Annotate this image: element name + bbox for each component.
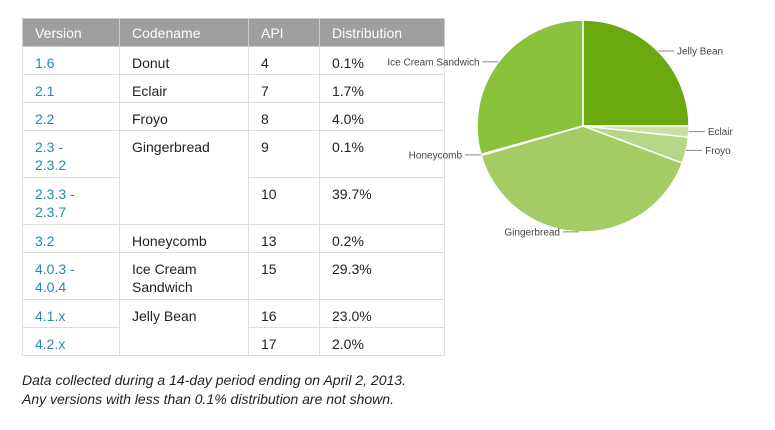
codename-cell: Eclair — [119, 74, 249, 103]
version-link[interactable]: 4.1.x — [35, 308, 66, 324]
distribution-table: Version Codename API Distribution 1.6 Do… — [22, 18, 445, 356]
version-cell[interactable]: 4.0.3 - 4.0.4 — [22, 252, 120, 300]
footnote: Data collected during a 14-day period en… — [22, 371, 406, 409]
codename-cell: Froyo — [119, 102, 249, 131]
table-row: 4.2.x 17 2.0% — [22, 327, 445, 356]
codename-cell: Donut — [119, 46, 249, 75]
table-row: 4.1.x Jelly Bean 16 23.0% — [22, 299, 445, 356]
distribution-cell: 0.2% — [319, 224, 445, 253]
version-cell[interactable]: 2.2 — [22, 102, 120, 131]
version-cell[interactable]: 1.6 — [22, 46, 120, 75]
codename-cell: Jelly Bean — [119, 299, 249, 356]
version-link[interactable]: 4.0.3 - 4.0.4 — [35, 261, 75, 295]
codename-cell: Gingerbread — [119, 130, 249, 225]
api-cell: 8 — [248, 102, 320, 131]
distribution-cell: 1.7% — [319, 74, 445, 103]
api-cell: 7 — [248, 74, 320, 103]
pie-label-ice-cream-sandwich: Ice Cream Sandwich — [387, 57, 479, 68]
api-cell: 4 — [248, 46, 320, 75]
pie-label-froyo: Froyo — [705, 146, 731, 157]
pie-label-eclair: Eclair — [708, 127, 734, 138]
distribution-pie-chart: Jelly Bean Eclair Froyo Gingerbread Honeycom… — [387, 19, 734, 238]
pie-slice-gingerbread — [480, 125, 684, 233]
version-link[interactable]: 3.2 — [35, 233, 55, 249]
header-codename: Codename — [119, 18, 249, 47]
header-version: Version — [22, 18, 120, 47]
table-row: 4.0.3 - 4.0.4 Ice Cream Sandwich 15 29.3… — [22, 252, 445, 300]
pie-label-honeycomb: Honeycomb — [409, 150, 463, 161]
pie-label-gingerbread: Gingerbread — [504, 227, 560, 238]
distribution-cell: 23.0% — [319, 299, 445, 328]
footnote-line-2: Any versions with less than 0.1% distrib… — [22, 391, 394, 407]
version-cell[interactable]: 4.1.x — [22, 299, 120, 328]
pie-label-jelly-bean: Jelly Bean — [677, 47, 723, 58]
version-link[interactable]: 1.6 — [35, 55, 55, 71]
version-link[interactable]: 2.3 - 2.3.2 — [35, 139, 67, 173]
table-row: 2.2 Froyo 8 4.0% — [22, 102, 445, 131]
table-row: 1.6 Donut 4 0.1% — [22, 46, 445, 75]
version-cell[interactable]: 4.2.x — [22, 327, 120, 356]
api-cell: 13 — [248, 224, 320, 253]
version-cell[interactable]: 2.3 - 2.3.2 — [22, 130, 120, 178]
pie-slice-jelly-bean — [582, 19, 690, 127]
distribution-cell: 2.0% — [319, 327, 445, 356]
table-header-row: Version Codename API Distribution — [22, 18, 445, 47]
codename-cell: Honeycomb — [119, 224, 249, 253]
table-row: 2.1 Eclair 7 1.7% — [22, 74, 445, 103]
api-cell: 15 — [248, 252, 320, 300]
pie-slice-ice-cream-sandwich — [476, 19, 584, 156]
version-link[interactable]: 4.2.x — [35, 336, 66, 352]
distribution-cell: 4.0% — [319, 102, 445, 131]
version-link[interactable]: 2.2 — [35, 111, 55, 127]
version-link[interactable]: 2.1 — [35, 83, 55, 99]
version-cell[interactable]: 3.2 — [22, 224, 120, 253]
api-cell: 9 — [248, 130, 320, 178]
version-cell[interactable]: 2.3.3 - 2.3.7 — [22, 177, 120, 225]
api-cell: 16 — [248, 299, 320, 328]
version-link[interactable]: 2.3.3 - 2.3.7 — [35, 186, 75, 220]
header-api: API — [248, 18, 320, 47]
api-cell: 10 — [248, 177, 320, 225]
header-distribution: Distribution — [319, 18, 445, 47]
api-cell: 17 — [248, 327, 320, 356]
footnote-line-1: Data collected during a 14-day period en… — [22, 372, 406, 388]
codename-cell: Ice Cream Sandwich — [119, 252, 249, 300]
version-cell[interactable]: 2.1 — [22, 74, 120, 103]
